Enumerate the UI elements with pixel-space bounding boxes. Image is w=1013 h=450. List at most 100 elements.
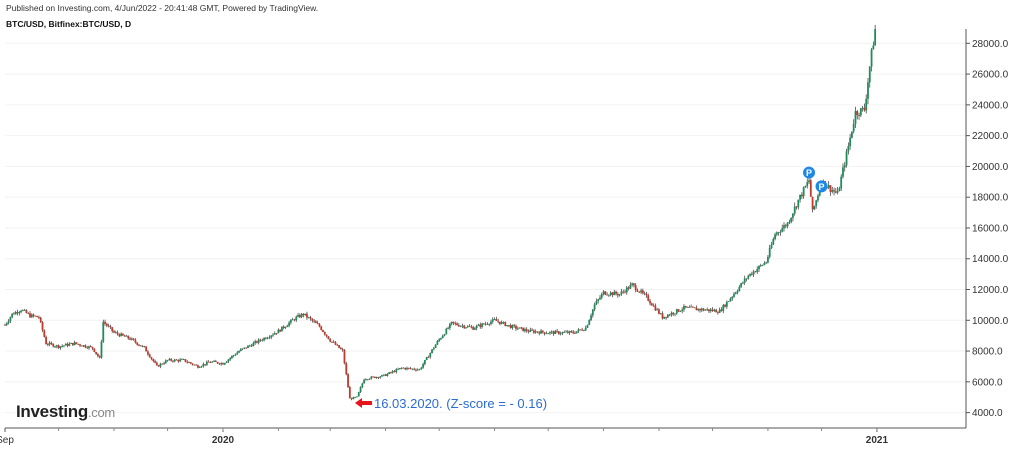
candle-body — [80, 345, 83, 347]
candle-body — [575, 331, 578, 334]
candle-body — [289, 319, 292, 323]
candle-body — [29, 313, 31, 318]
candle-body — [384, 374, 387, 376]
candle-body — [461, 325, 464, 327]
candle-body — [440, 338, 442, 340]
candle-body — [386, 373, 389, 376]
candle-body — [454, 323, 457, 324]
candle-body — [205, 361, 208, 365]
candle-body — [536, 331, 539, 333]
event-marker-label: P — [819, 182, 825, 192]
candle-body — [320, 326, 323, 331]
candle-body — [634, 285, 637, 291]
candle-body — [207, 361, 210, 363]
candle-body — [754, 271, 757, 273]
candle-body — [506, 325, 508, 326]
candle-body — [79, 344, 81, 346]
candle-body — [16, 312, 19, 314]
candle-body — [266, 337, 269, 339]
candle-body — [423, 359, 426, 365]
candle-body — [59, 346, 62, 349]
candle-body — [695, 307, 698, 311]
candle-body — [641, 290, 644, 294]
candle-body — [39, 317, 42, 323]
candle-body — [704, 309, 707, 311]
candle-body — [518, 327, 521, 329]
candle-body — [377, 377, 380, 378]
candle-body — [368, 378, 371, 380]
candle-body — [759, 265, 762, 267]
candle-body — [300, 313, 303, 318]
candle-body — [25, 310, 28, 314]
candle-body — [322, 330, 324, 332]
candle-body — [479, 324, 482, 327]
candle-body — [432, 348, 435, 350]
candle-body — [595, 301, 598, 305]
candle-body — [804, 185, 807, 188]
candle-body — [239, 349, 242, 352]
candle-body — [474, 328, 476, 330]
candle-body — [643, 293, 646, 294]
candle-body — [61, 345, 64, 347]
candle-body — [154, 361, 156, 363]
y-tick-label: 4000.0 — [972, 408, 1003, 419]
candle-body — [400, 367, 403, 369]
candle-body — [852, 123, 855, 132]
candle-body — [475, 325, 478, 329]
candle-body — [338, 345, 341, 349]
y-tick-label: 28000.0 — [972, 39, 1009, 50]
candle-body — [134, 339, 137, 343]
candle-body — [306, 313, 308, 318]
y-tick-label: 14000.0 — [972, 254, 1009, 265]
candle-body — [9, 317, 12, 322]
candle-body — [4, 324, 6, 326]
candle-body — [391, 371, 394, 373]
candle-body — [302, 313, 305, 316]
candle-body — [817, 195, 819, 201]
candle-body — [291, 319, 294, 321]
candle-body — [758, 265, 760, 270]
candle-body — [499, 321, 501, 324]
candle-body — [800, 194, 803, 197]
candle-body — [123, 335, 126, 337]
candle-body — [777, 232, 780, 234]
candle-body — [222, 363, 224, 365]
candle-body — [767, 256, 769, 263]
candle-body — [68, 343, 71, 346]
candle-body — [104, 321, 106, 324]
candle-body — [98, 356, 101, 358]
candle-body — [552, 331, 555, 334]
candle-body — [468, 326, 471, 328]
candle-body — [382, 374, 385, 376]
x-axis-ticks: Sep 2020 2021 — [0, 428, 888, 446]
candle-body — [688, 306, 691, 308]
candle-body — [288, 322, 290, 326]
candle-body — [502, 321, 505, 323]
candle-body — [802, 187, 805, 197]
candle-body — [652, 305, 655, 307]
candle-body — [797, 199, 800, 208]
candle-body — [693, 307, 696, 309]
candle-body — [568, 331, 571, 334]
candle-body — [565, 331, 567, 333]
candle-body — [21, 310, 24, 311]
candle-body — [702, 308, 705, 311]
candle-body — [770, 244, 773, 248]
candle-body — [490, 321, 492, 325]
candle-body — [46, 344, 49, 346]
candle-body — [497, 320, 500, 322]
candle-body — [168, 358, 171, 361]
candle-body — [561, 332, 564, 334]
candle-body — [450, 321, 453, 324]
candle-body — [147, 351, 149, 355]
candle-body — [559, 333, 562, 335]
candle-body — [525, 329, 528, 332]
candle-body — [254, 341, 257, 344]
candle-body — [261, 340, 264, 342]
candle-body — [393, 371, 396, 373]
candle-body — [588, 319, 591, 325]
candle-body — [457, 325, 460, 327]
candle-body — [602, 291, 605, 295]
candle-body — [522, 327, 525, 332]
